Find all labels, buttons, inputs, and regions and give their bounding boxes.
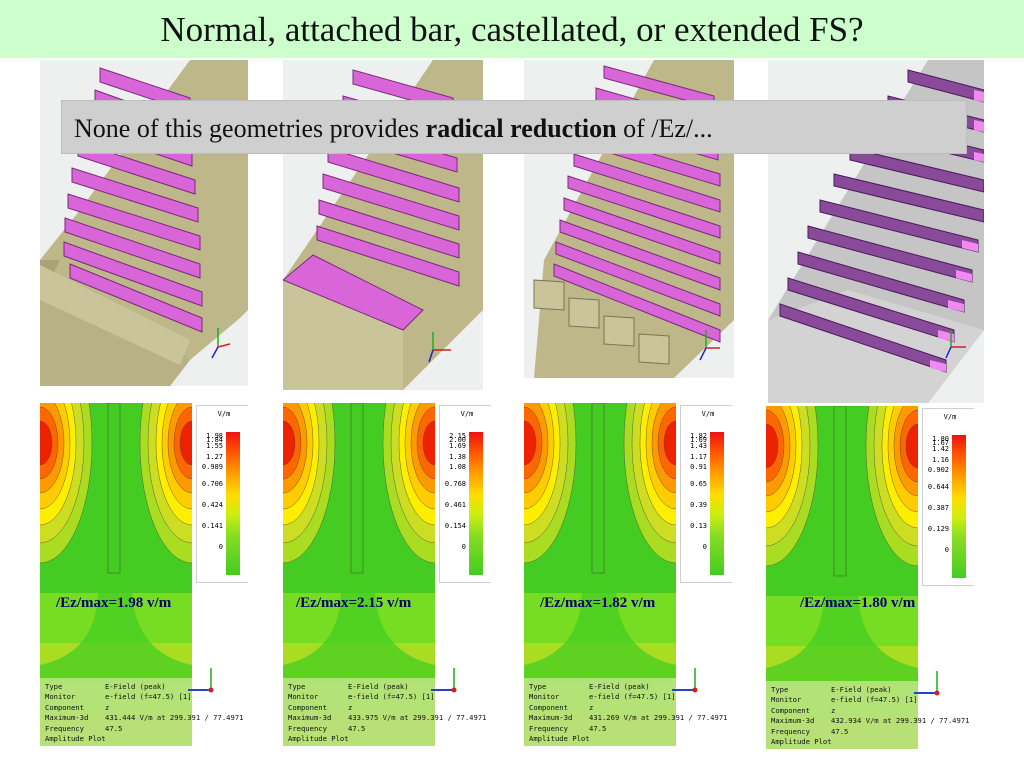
note-prefix: None of this geometries provides — [74, 114, 420, 143]
legend-label: 0.706 — [201, 480, 223, 488]
info-footer: Amplitude Plot — [288, 734, 349, 744]
legend-label: 1.27 — [206, 453, 223, 461]
info-row: Component z — [529, 702, 594, 712]
legend-label: 1.84 — [206, 436, 223, 444]
legend-label: 0 — [218, 543, 223, 551]
legend-label: 0.768 — [444, 480, 466, 488]
field-info-block: Type E-Field (peak) Monitor e-field (f=47.5… — [771, 685, 974, 747]
legend-label: 1.82 — [690, 432, 707, 440]
info-row: Monitor e-field (f=47.5) [1] — [529, 692, 676, 702]
legend-label: 1.17 — [690, 453, 707, 461]
legend-label: 0.39 — [690, 501, 707, 509]
legend-color-bar — [952, 435, 966, 578]
legend-unit: V/m — [460, 410, 474, 418]
legend-color-bar — [226, 432, 240, 575]
legend-label: 0.13 — [690, 522, 707, 530]
legend-label: 0.461 — [444, 501, 466, 509]
max-field-label: /Ez/max=1.82 v/m — [540, 595, 656, 611]
info-row: Component z — [45, 702, 110, 712]
legend-label: 0.141 — [201, 522, 223, 530]
max-field-label: /Ez/max=1.98 v/m — [56, 595, 172, 611]
info-footer: Amplitude Plot — [771, 737, 832, 747]
legend-label: 1.38 — [449, 453, 466, 461]
legend-label: 0.91 — [690, 463, 707, 471]
legend-label: 2.15 — [449, 432, 466, 440]
info-row: Maximum-3d 431.269 V/m at 299.391 / 77.49… — [529, 713, 728, 723]
info-row: Type E-Field (peak) — [288, 682, 409, 691]
slide-title: Normal, attached bar, castellated, or ex… — [0, 0, 1024, 58]
note-bold: radical reduction — [425, 114, 617, 143]
info-row: Frequency 47.5 — [45, 723, 123, 733]
color-legend: V/m 2.15 2.00 1.69 1.38 1.08 0.768 0.461 0.154 0 — [439, 405, 491, 583]
legend-label: 0.644 — [927, 483, 949, 491]
legend-unit: V/m — [701, 410, 715, 418]
info-row: Type E-Field (peak) — [45, 682, 166, 691]
info-row: Frequency 47.5 — [529, 723, 607, 733]
info-row: Monitor e-field (f=47.5) [1] — [288, 692, 435, 702]
info-row: Monitor e-field (f=47.5) [1] — [45, 692, 192, 702]
info-row: Maximum-3d 431.444 V/m at 299.391 / 77.49… — [45, 713, 248, 723]
legend-unit: V/m — [943, 413, 957, 421]
max-field-label: /Ez/max=1.80 v/m — [800, 595, 916, 611]
field-info-block: Type E-Field (peak) Monitor e-field (f=47.5… — [45, 682, 248, 744]
field-info-block: Type E-Field (peak) Monitor e-field (f=47.5… — [529, 682, 727, 744]
legend-label: 1.16 — [932, 456, 949, 464]
info-row: Frequency 47.5 — [288, 723, 366, 733]
legend-color-bar — [469, 432, 483, 575]
legend-label: 1.55 — [206, 442, 223, 450]
color-legend: V/m 1.82 1.69 1.43 1.17 0.91 0.65 0.39 0.13 0 — [680, 405, 732, 583]
info-footer: Amplitude Plot — [529, 734, 590, 744]
legend-label: 0 — [461, 543, 466, 551]
legend-label: 1.42 — [932, 445, 949, 453]
field-plot-panel: V/m 1.82 1.69 1.43 1.17 0.91 0.65 0.39 0.13 0 Type… — [524, 403, 732, 746]
info-row: Type E-Field (peak) — [529, 682, 650, 691]
color-legend: V/m 1.98 1.84 1.55 1.27 0.989 0.706 0.424 0.141 0 — [196, 405, 248, 583]
color-legend: V/m 1.80 1.67 1.42 1.16 0.902 0.644 0.387 0.129 0 — [922, 408, 974, 586]
info-footer: Amplitude Plot — [45, 734, 106, 744]
info-row: Type E-Field (peak) — [771, 685, 892, 694]
legend-label: 0.154 — [444, 522, 466, 530]
field-plot-panel: V/m 1.80 1.67 1.42 1.16 0.902 0.644 0.387 0.129 0… — [766, 406, 974, 749]
legend-label: 0.129 — [927, 525, 949, 533]
info-row: Component z — [771, 705, 836, 715]
legend-label: 1.67 — [932, 439, 949, 447]
field-plot-panel: V/m 1.98 1.84 1.55 1.27 0.989 0.706 0.424 0.141 0… — [40, 403, 248, 746]
legend-label: 1.43 — [690, 442, 707, 450]
info-row: Maximum-3d 433.975 V/m at 299.391 / 77.49… — [288, 713, 491, 723]
info-row: Component z — [288, 702, 353, 712]
legend-label: 1.80 — [932, 435, 949, 443]
field-plot-panel: V/m 2.15 2.00 1.69 1.38 1.08 0.768 0.461 0.154 0 T… — [283, 403, 491, 746]
legend-label: 2.00 — [449, 436, 466, 444]
legend-label: 0.989 — [201, 463, 223, 471]
legend-label: 1.69 — [449, 442, 466, 450]
legend-label: 0.902 — [927, 466, 949, 474]
info-row: Frequency 47.5 — [771, 726, 849, 736]
legend-label: 0.65 — [690, 480, 707, 488]
note-box: None of this geometries provides radical… — [62, 101, 966, 153]
legend-unit: V/m — [217, 410, 231, 418]
legend-label: 0 — [702, 543, 707, 551]
info-row: Maximum-3d 432.934 V/m at 299.391 / 77.49… — [771, 716, 974, 726]
legend-label: 1.69 — [690, 436, 707, 444]
legend-label: 0.424 — [201, 501, 223, 509]
legend-color-bar — [710, 432, 724, 575]
legend-label: 0.387 — [927, 504, 949, 512]
field-info-block: Type E-Field (peak) Monitor e-field (f=47.5… — [288, 682, 491, 744]
legend-label: 0 — [944, 546, 949, 554]
note-suffix: of /Ez/... — [623, 114, 713, 143]
max-field-label: /Ez/max=2.15 v/m — [296, 595, 412, 611]
info-row: Monitor e-field (f=47.5) [1] — [771, 695, 918, 705]
legend-label: 1.08 — [449, 463, 466, 471]
legend-label: 1.98 — [206, 432, 223, 440]
